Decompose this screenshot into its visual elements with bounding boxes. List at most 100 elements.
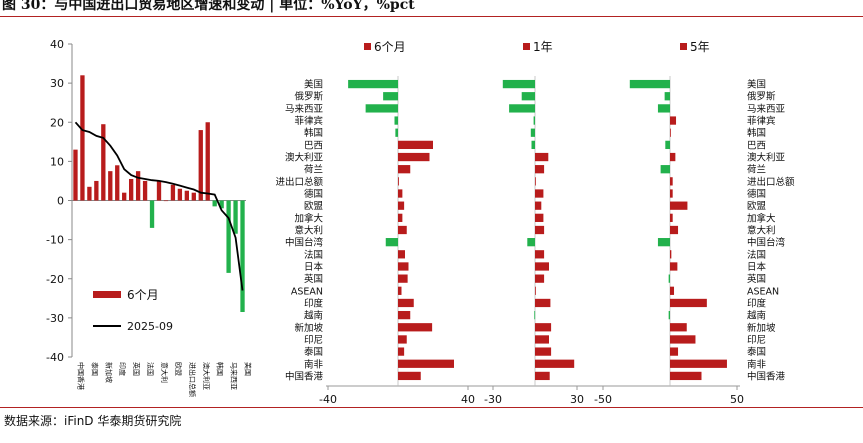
right-panel-bar [385,238,398,247]
left-y-tick-label: 20 [50,116,64,129]
right-panel-bar [383,92,398,101]
right-panel-bar [670,323,687,332]
right-panel-bar [533,116,535,125]
right-category-label-right: 法国 [747,249,766,261]
right-panel-bar [670,128,671,137]
right-panel-bar [535,262,549,271]
right-category-label-left: 德国 [304,188,323,200]
right-panel-bar [398,298,414,308]
right-category-label-right: 美国 [747,79,766,91]
left-x-tick-label: 中国香港 [76,362,85,390]
left-x-tick-label: 澳大利亚 [202,362,211,390]
left-y-tick-label: -20 [46,273,64,286]
right-panel-bar [535,323,552,332]
figure-title: 图 30：与中国进出口贸易地区增速和变动 | 单位：%YoY，%pct [2,0,415,13]
left-bar-6m [212,200,217,207]
right-panel-bar [535,189,544,198]
left-x-tick-label: 进出口总额 [188,362,197,397]
right-category-label-right: 中国台湾 [747,237,786,249]
left-bar-6m [198,130,203,201]
right-panel-bar [535,298,551,308]
right-panel-bar [535,165,545,174]
right-panel-bar [535,213,544,222]
right-panel-bar [395,128,398,137]
right-panel-legend-label: 5年 [690,40,710,54]
right-x-tick-label: -40 [319,393,337,406]
right-panel-bar [535,152,549,162]
left-bar-6m [233,200,238,234]
right-category-label-left: 印尼 [304,334,323,346]
left-bar-6m [156,180,162,201]
right-panel-bar [398,165,411,174]
left-y-tick-label: -40 [46,351,64,364]
right-panel-bar [657,238,670,247]
right-x-tick-label: -50 [594,393,612,406]
right-panel-bar [398,359,454,368]
left-bar-6m [205,122,210,201]
right-panel-bar [502,79,535,89]
left-y-tick-label: 30 [50,77,64,90]
right-category-label-left: 进出口总额 [275,176,323,188]
right-panel-bar [657,104,670,113]
right-category-label-right: 意大利 [747,225,776,237]
right-category-label-left: 日本 [304,261,324,273]
left-y-tick-label: 0 [57,195,64,208]
left-x-tick-label: 印度 [118,362,127,376]
right-category-label-left: 新加坡 [294,322,323,334]
left-bar-6m [170,184,176,201]
right-panel-bar [535,286,536,295]
right-panel-bar [521,92,535,101]
right-panel-bar [670,152,676,162]
right-category-label-left: 英国 [304,273,323,285]
right-panel-bar [670,359,727,368]
right-panel-bar [398,213,403,222]
left-x-tick-label: 意大利 [160,362,169,383]
right-category-label-right: 印度 [747,297,767,309]
right-panel-bar [398,274,408,283]
left-bar-6m [149,200,155,228]
right-category-label-right: 韩国 [747,127,766,139]
right-panel-bar [670,213,673,222]
right-category-label-right: 俄罗斯 [747,91,776,103]
source-rule [0,407,863,408]
left-bar-6m [163,200,169,202]
right-category-label-left: 泰国 [304,346,323,358]
left-bar-6m [94,180,99,201]
right-category-label-left: 印度 [304,297,324,309]
right-panel-bar [670,177,673,186]
right-category-label-right: 马来西亚 [747,104,786,115]
right-panel-bar [398,189,403,198]
left-bar-6m [101,124,106,201]
left-y-tick-label: -10 [46,234,64,247]
right-panel-bar [398,262,409,271]
right-panel-bar [398,347,405,356]
right-panel-bar [398,310,411,320]
left-bar-6m [191,192,196,201]
right-panel-bar [535,225,545,235]
right-panel-bar [670,347,679,356]
left-x-tick-label: 韩国 [216,362,225,376]
right-panel-bar [531,140,535,150]
right-panel-bar [535,250,545,259]
right-panel-bar [670,225,679,235]
left-x-tick-label: 马来西亚 [230,362,238,390]
right-panel-bar [509,104,535,113]
right-panel-bar [535,371,550,381]
right-panel-bar [398,371,421,381]
right-category-label-left: 菲律宾 [294,115,323,127]
right-panel-legend-swatch [364,43,371,50]
right-panel-bar [535,274,545,283]
right-category-label-left: 荷兰 [304,164,323,176]
right-category-label-left: ASEAN [291,286,323,297]
right-category-label-right: 印尼 [747,334,766,346]
right-category-label-left: 澳大利亚 [285,152,324,164]
left-bar-line-chart: 40 30 20 10 0 -10 -20 -30 -40 中国香港 泰国 新加坡 印度 英国 法国 意大利欧… [46,38,252,397]
right-category-label-left: 韩国 [304,127,323,139]
right-category-label-right: 欧盟 [747,200,767,212]
right-panel-bar [670,371,702,381]
right-category-label-right: 德国 [747,188,766,200]
right-category-label-right: 日本 [747,261,767,273]
right-panel-bar [398,152,430,162]
right-x-tick-label: 50 [730,393,744,406]
right-panel-bar [398,201,405,210]
